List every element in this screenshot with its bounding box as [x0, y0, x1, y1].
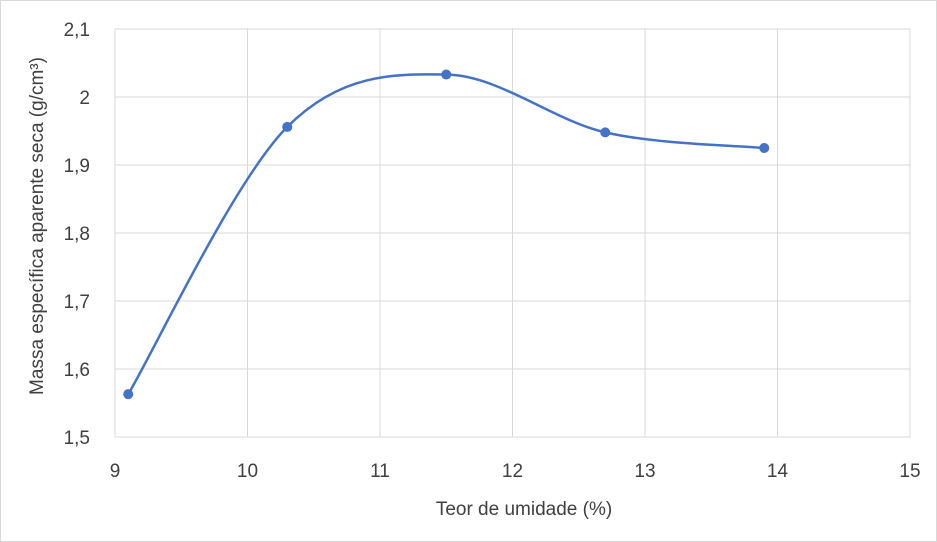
y-axis-title: Massa específica aparente seca (g/cm³) — [27, 57, 48, 395]
x-tick-labels: 9 10 11 12 13 14 15 — [110, 461, 921, 482]
x-tick-label: 12 — [502, 461, 523, 482]
x-tick-label: 10 — [237, 461, 258, 482]
x-tick-label: 15 — [899, 461, 920, 482]
x-axis-title: Teor de umidade (%) — [436, 499, 612, 520]
y-tick-label: 1,8 — [64, 224, 90, 245]
data-point — [441, 69, 452, 80]
y-tick-label: 2 — [79, 88, 90, 109]
series-line — [127, 73, 765, 395]
y-tick-labels: 1,5 1,6 1,7 1,8 1,9 2 2,1 — [64, 20, 90, 449]
x-tick-label: 9 — [110, 461, 121, 482]
y-tick-label: 1,5 — [64, 428, 90, 449]
y-tick-label: 1,7 — [64, 292, 90, 313]
x-tick-label: 11 — [370, 461, 390, 482]
x-tick-label: 13 — [634, 461, 655, 482]
data-point — [123, 389, 134, 400]
series-points — [123, 69, 770, 400]
y-tick-label: 2,1 — [64, 20, 90, 41]
data-point — [600, 127, 611, 138]
y-tick-label: 1,6 — [64, 360, 90, 381]
x-tick-label: 14 — [767, 461, 789, 482]
y-tick-label: 1,9 — [64, 156, 90, 177]
data-point — [759, 143, 770, 153]
data-point — [282, 121, 293, 132]
grid-lines — [114, 28, 911, 438]
